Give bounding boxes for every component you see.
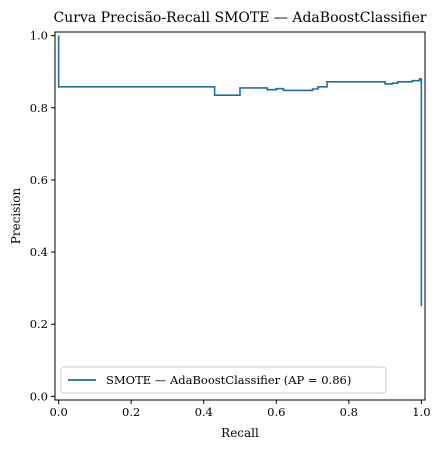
x-tick-label: 0.2: [122, 405, 140, 419]
y-tick-label: 0.0: [30, 389, 48, 403]
y-axis-label: Precision: [9, 188, 23, 245]
x-tick-label: 1.0: [412, 405, 430, 419]
y-tick-label: 0.4: [30, 245, 48, 259]
x-tick-label: 0.8: [340, 405, 358, 419]
chart-title: Curva Precisão-Recall SMOTE — AdaBoostCl…: [54, 10, 427, 26]
y-tick-label: 1.0: [30, 29, 48, 43]
x-tick-label: 0.4: [195, 405, 213, 419]
y-tick-label: 0.6: [30, 173, 48, 187]
x-tick-label: 0.0: [49, 405, 67, 419]
y-tick-label: 0.8: [30, 101, 48, 115]
legend-label: SMOTE — AdaBoostClassifier (AP = 0.86): [106, 373, 351, 387]
plot-area: [57, 35, 423, 307]
legend-box: [60, 366, 387, 394]
series-line-0: [57, 35, 423, 307]
y-tick-label: 0.2: [30, 317, 48, 331]
x-axis-label: Recall: [221, 426, 259, 440]
x-ticks: 0.0 0.2 0.4 0.6 0.8 1.0: [49, 400, 431, 419]
legend: SMOTE — AdaBoostClassifier (AP = 0.86): [60, 366, 387, 394]
x-tick-label: 0.6: [267, 405, 285, 419]
y-ticks: 0.0 0.2 0.4 0.6 0.8 1.0: [30, 29, 55, 403]
plot-frame: [54, 31, 426, 401]
